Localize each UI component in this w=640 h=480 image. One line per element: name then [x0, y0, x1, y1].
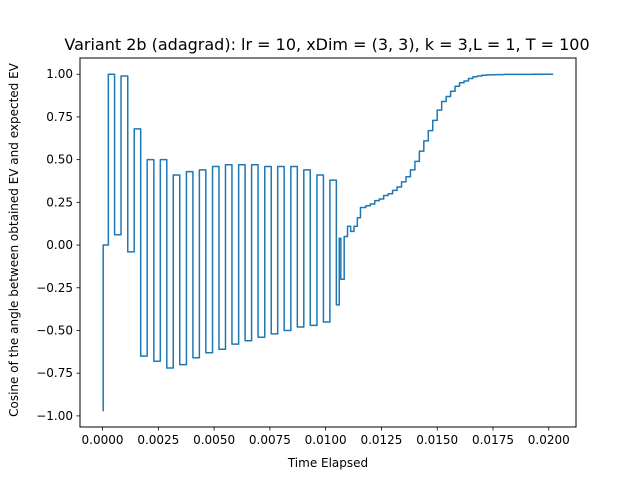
y-axis-ticks: −1.00 −0.75 −0.50 −0.25 0.00 0.25 0.50 0.75 1.00: [36, 67, 80, 423]
series-line-0: [102, 73, 554, 412]
y-tick-label: −0.50: [36, 323, 73, 337]
x-axis-ticks: 0.0000 0.0025 0.0050 0.0075 0.0100 0.0125 0.01…: [82, 427, 570, 447]
y-tick-label: 0.50: [46, 153, 73, 167]
x-tick-label: 0.0125: [360, 433, 402, 447]
y-tick-label: 0.75: [46, 110, 73, 124]
x-tick-label: 0.0150: [416, 433, 458, 447]
x-axis-label: Time Elapsed: [287, 456, 368, 470]
y-tick-label: 1.00: [46, 67, 73, 81]
x-tick-label: 0.0000: [82, 433, 124, 447]
x-tick-label: 0.0100: [305, 433, 347, 447]
x-tick-label: 0.0200: [528, 433, 570, 447]
x-tick-label: 0.0175: [472, 433, 514, 447]
x-tick-label: 0.0075: [249, 433, 291, 447]
y-tick-label: −1.00: [36, 409, 73, 423]
y-axis-label: Cosine of the angle between obtained EV …: [7, 62, 21, 417]
chart-title: Variant 2b (adagrad): lr = 10, xDim = (3…: [64, 35, 589, 54]
x-tick-label: 0.0025: [137, 433, 179, 447]
axes-frame: [79, 57, 577, 428]
x-tick-label: 0.0050: [193, 433, 235, 447]
y-tick-label: 0.00: [46, 238, 73, 252]
y-tick-label: 0.25: [46, 195, 73, 209]
y-tick-label: −0.25: [36, 281, 73, 295]
y-tick-label: −0.75: [36, 366, 73, 380]
plot-area: [102, 73, 554, 412]
